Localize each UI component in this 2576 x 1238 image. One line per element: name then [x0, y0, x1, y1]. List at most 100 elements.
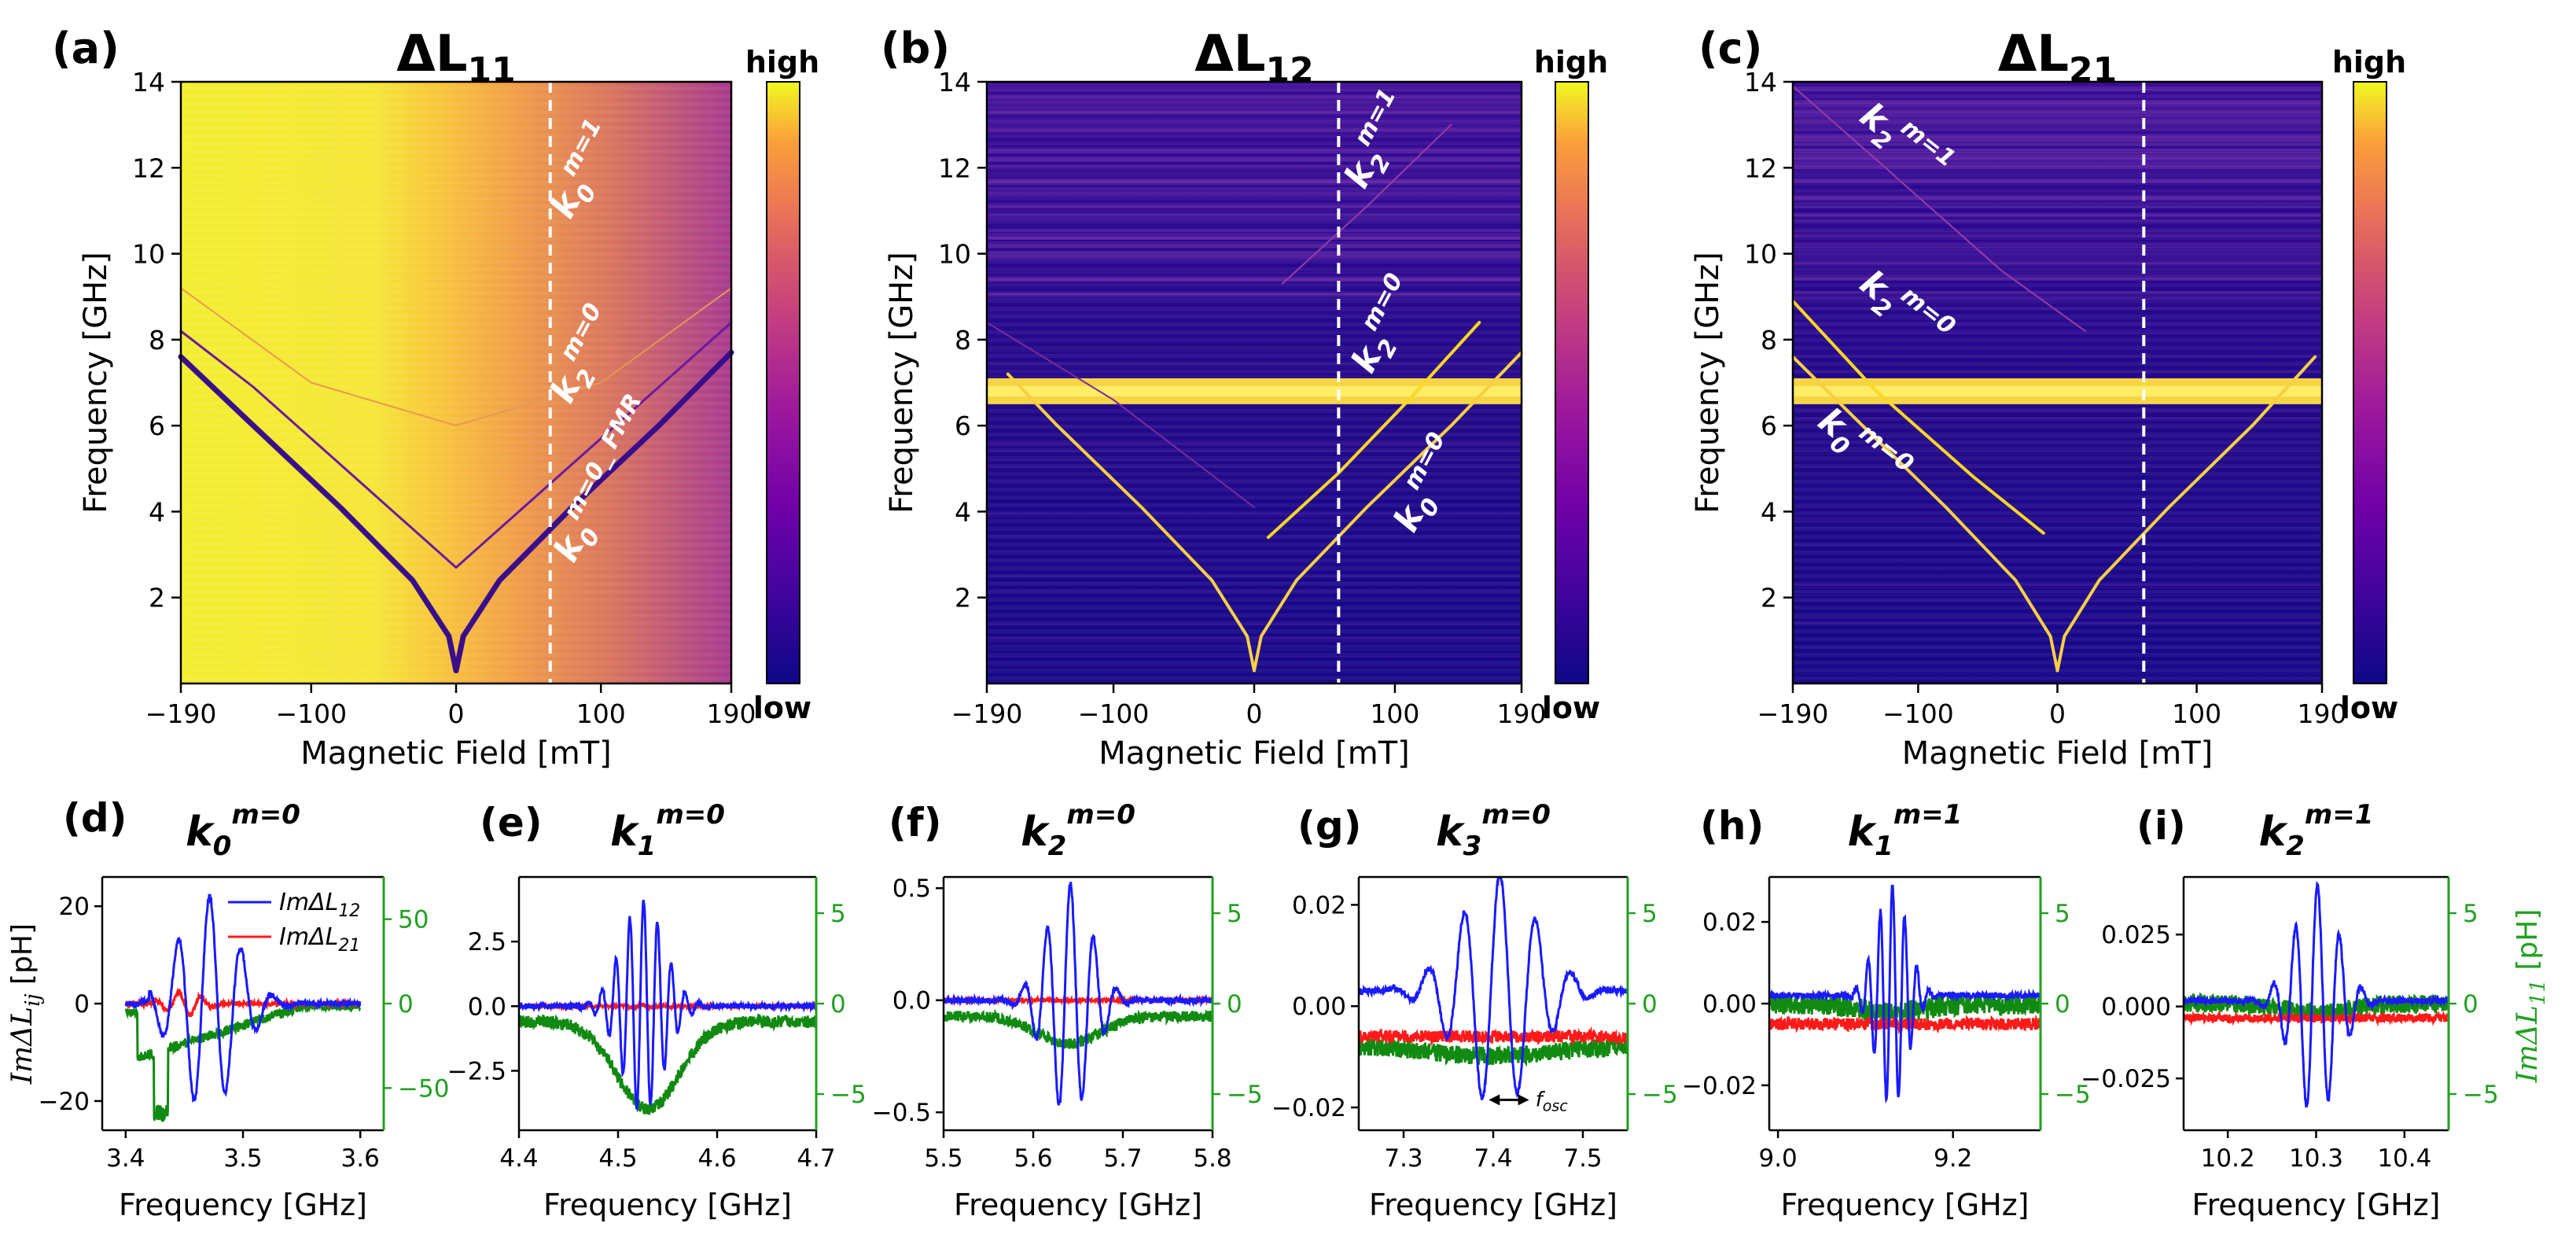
mode-curve-faint — [986, 322, 1255, 508]
mode-curve-k0m1 — [180, 287, 732, 427]
x-tick-label: 10.3 — [2289, 1144, 2343, 1173]
y-tick-label: 6 — [149, 411, 165, 441]
mode-curve-FMR-right — [1253, 351, 1523, 672]
x-axis-label: Frequency [GHz] — [2191, 1188, 2440, 1222]
panel-title: k2m=1 — [2259, 799, 2374, 862]
mode-curve-k2m1 — [1792, 85, 2086, 332]
x-tick-label: 190 — [1497, 698, 1547, 729]
series-ImdL21 — [1359, 1026, 1628, 1047]
legend-label: ImΔL21 — [279, 923, 360, 956]
panel-title: ΔL11 — [396, 25, 516, 90]
x-tick-label: 0 — [1246, 698, 1263, 729]
x-tick-label: 10.2 — [2201, 1144, 2255, 1173]
y-tick-label: −2.5 — [447, 1057, 506, 1085]
mode-curve-FMR-left — [1006, 372, 1256, 672]
panel-label: (c) — [1698, 24, 1762, 73]
x-tick-label: 100 — [576, 698, 626, 729]
y-tick-label: 0.00 — [1702, 990, 1757, 1019]
y2-axis-label: ImΔL11 [pH] — [2512, 909, 2550, 1084]
fosc-arrowhead-right — [1518, 1094, 1529, 1106]
x-tick-label: 9.0 — [1758, 1144, 1797, 1173]
series-ImdL11 — [1359, 1034, 1628, 1067]
panel-label: (h) — [1700, 803, 1764, 849]
y-tick-label: −20 — [39, 1088, 90, 1116]
x-tick-label: 7.3 — [1384, 1144, 1422, 1173]
y-tick-label: 0.000 — [2101, 993, 2171, 1022]
mode-curve-k2 — [179, 321, 733, 569]
series-ImdL12 — [124, 893, 362, 1104]
x-tick-label: −100 — [1078, 698, 1150, 729]
panel-title: k2m=0 — [1021, 799, 1135, 862]
x-tick-label: 7.4 — [1474, 1144, 1512, 1173]
x-tick-label: 5.7 — [1103, 1144, 1142, 1173]
y-tick-label: 14 — [938, 67, 971, 98]
x-axis-label: Frequency [GHz] — [1780, 1188, 2029, 1222]
y-tick-label: 0.02 — [1292, 891, 1346, 919]
line-panel-4: (h) k1m=1 9.0 9.2 −0.02 0.00 0.02 −5 0 5 Frequency… — [1682, 799, 2091, 1222]
colorbar-low-label: low — [1542, 691, 1600, 725]
fosc-label: fosc — [1536, 1088, 1569, 1115]
y-tick-label: 0.02 — [1702, 908, 1757, 937]
x-axis-label: Frequency [GHz] — [119, 1188, 367, 1222]
series-ImdL11 — [519, 1013, 816, 1115]
line-panel-5: (i) k2m=1 10.2 10.3 10.4 −0.025 0.000 0.025 −5 0 5… — [2081, 799, 2550, 1222]
series-ImdL12 — [1359, 877, 1628, 1100]
colorbar-high-label: high — [1534, 45, 1608, 79]
x-tick-label: −190 — [1757, 698, 1829, 729]
panel-title: ΔL12 — [1194, 25, 1314, 90]
mode-curve-k2m1 — [1281, 123, 1452, 285]
panel-label: (e) — [480, 800, 543, 846]
colorbar-low-label: low — [753, 691, 811, 725]
series-ImdL12 — [944, 882, 1213, 1106]
line-panel-2: (f) k2m=0 5.5 5.6 5.7 5.8 −0.5 0.0 0.5 −5 0 5 Freque… — [872, 799, 1263, 1222]
x-tick-label: 3.6 — [341, 1144, 380, 1173]
panel-label: (d) — [63, 795, 127, 841]
plot-area — [944, 882, 1213, 1106]
y-tick-label: 10 — [132, 239, 165, 270]
x-tick-label: 190 — [2298, 698, 2347, 729]
x-axis-label: Frequency [GHz] — [1369, 1188, 1617, 1222]
x-tick-label: 190 — [707, 698, 756, 729]
panel-title: k1m=0 — [610, 799, 725, 862]
legend-label: ImΔL12 — [279, 889, 360, 921]
y-tick-label: −0.025 — [2081, 1065, 2171, 1093]
x-tick-label: 3.5 — [223, 1144, 262, 1173]
x-tick-label: 9.2 — [1934, 1144, 1972, 1173]
panel-title: ΔL21 — [1998, 25, 2118, 90]
x-axis-label: Frequency [GHz] — [954, 1188, 1202, 1222]
y2-tick-label: 5 — [2055, 900, 2070, 928]
y-axis-label: ImΔLij [pH] — [6, 923, 45, 1085]
y2-tick-label: −5 — [2463, 1081, 2499, 1109]
y-tick-label: 8 — [955, 325, 971, 356]
y2-tick-label: 5 — [2463, 900, 2478, 928]
y-tick-label: 0.0 — [468, 993, 506, 1021]
plot-area — [2184, 880, 2449, 1108]
x-tick-label: −190 — [145, 698, 217, 729]
x-tick-label: 0 — [448, 698, 465, 729]
x-tick-label: 4.5 — [598, 1144, 637, 1173]
y2-tick-label: 0 — [1642, 990, 1658, 1019]
y2-tick-label: 0 — [2463, 990, 2478, 1019]
series-ImdL12 — [2184, 880, 2449, 1108]
y-tick-label: 0 — [74, 990, 90, 1019]
y-axis-label: Frequency [GHz] — [1690, 252, 1726, 514]
y-axis-label: Frequency [GHz] — [78, 252, 114, 514]
y-tick-label: 0.0 — [892, 987, 931, 1015]
series-ImdL12 — [1769, 884, 2041, 1104]
x-tick-label: −100 — [1882, 698, 1954, 729]
y-tick-label: 0.025 — [2101, 921, 2171, 949]
y2-tick-label: −5 — [830, 1081, 867, 1109]
plot-area — [1769, 884, 2041, 1104]
x-tick-label: −190 — [951, 698, 1023, 729]
line-panel-1: (e) k1m=0 4.4 4.5 4.6 4.7 −2.5 0.0 2.5 −5 0 5 Freque… — [447, 799, 867, 1222]
x-axis-label: Frequency [GHz] — [543, 1188, 792, 1222]
y2-tick-label: 0 — [1227, 990, 1242, 1019]
x-tick-label: 5.8 — [1193, 1144, 1231, 1173]
x-tick-label: 4.4 — [499, 1144, 538, 1173]
y2-tick-label: 0 — [2055, 990, 2070, 1019]
x-tick-label: 10.4 — [2377, 1144, 2431, 1173]
line-panel-3: (g) k3m=0 7.3 7.4 7.5 −0.02 0.00 0.02 −5 0 5 Freque… — [1271, 799, 1678, 1222]
y-tick-label: 0.00 — [1292, 993, 1346, 1021]
